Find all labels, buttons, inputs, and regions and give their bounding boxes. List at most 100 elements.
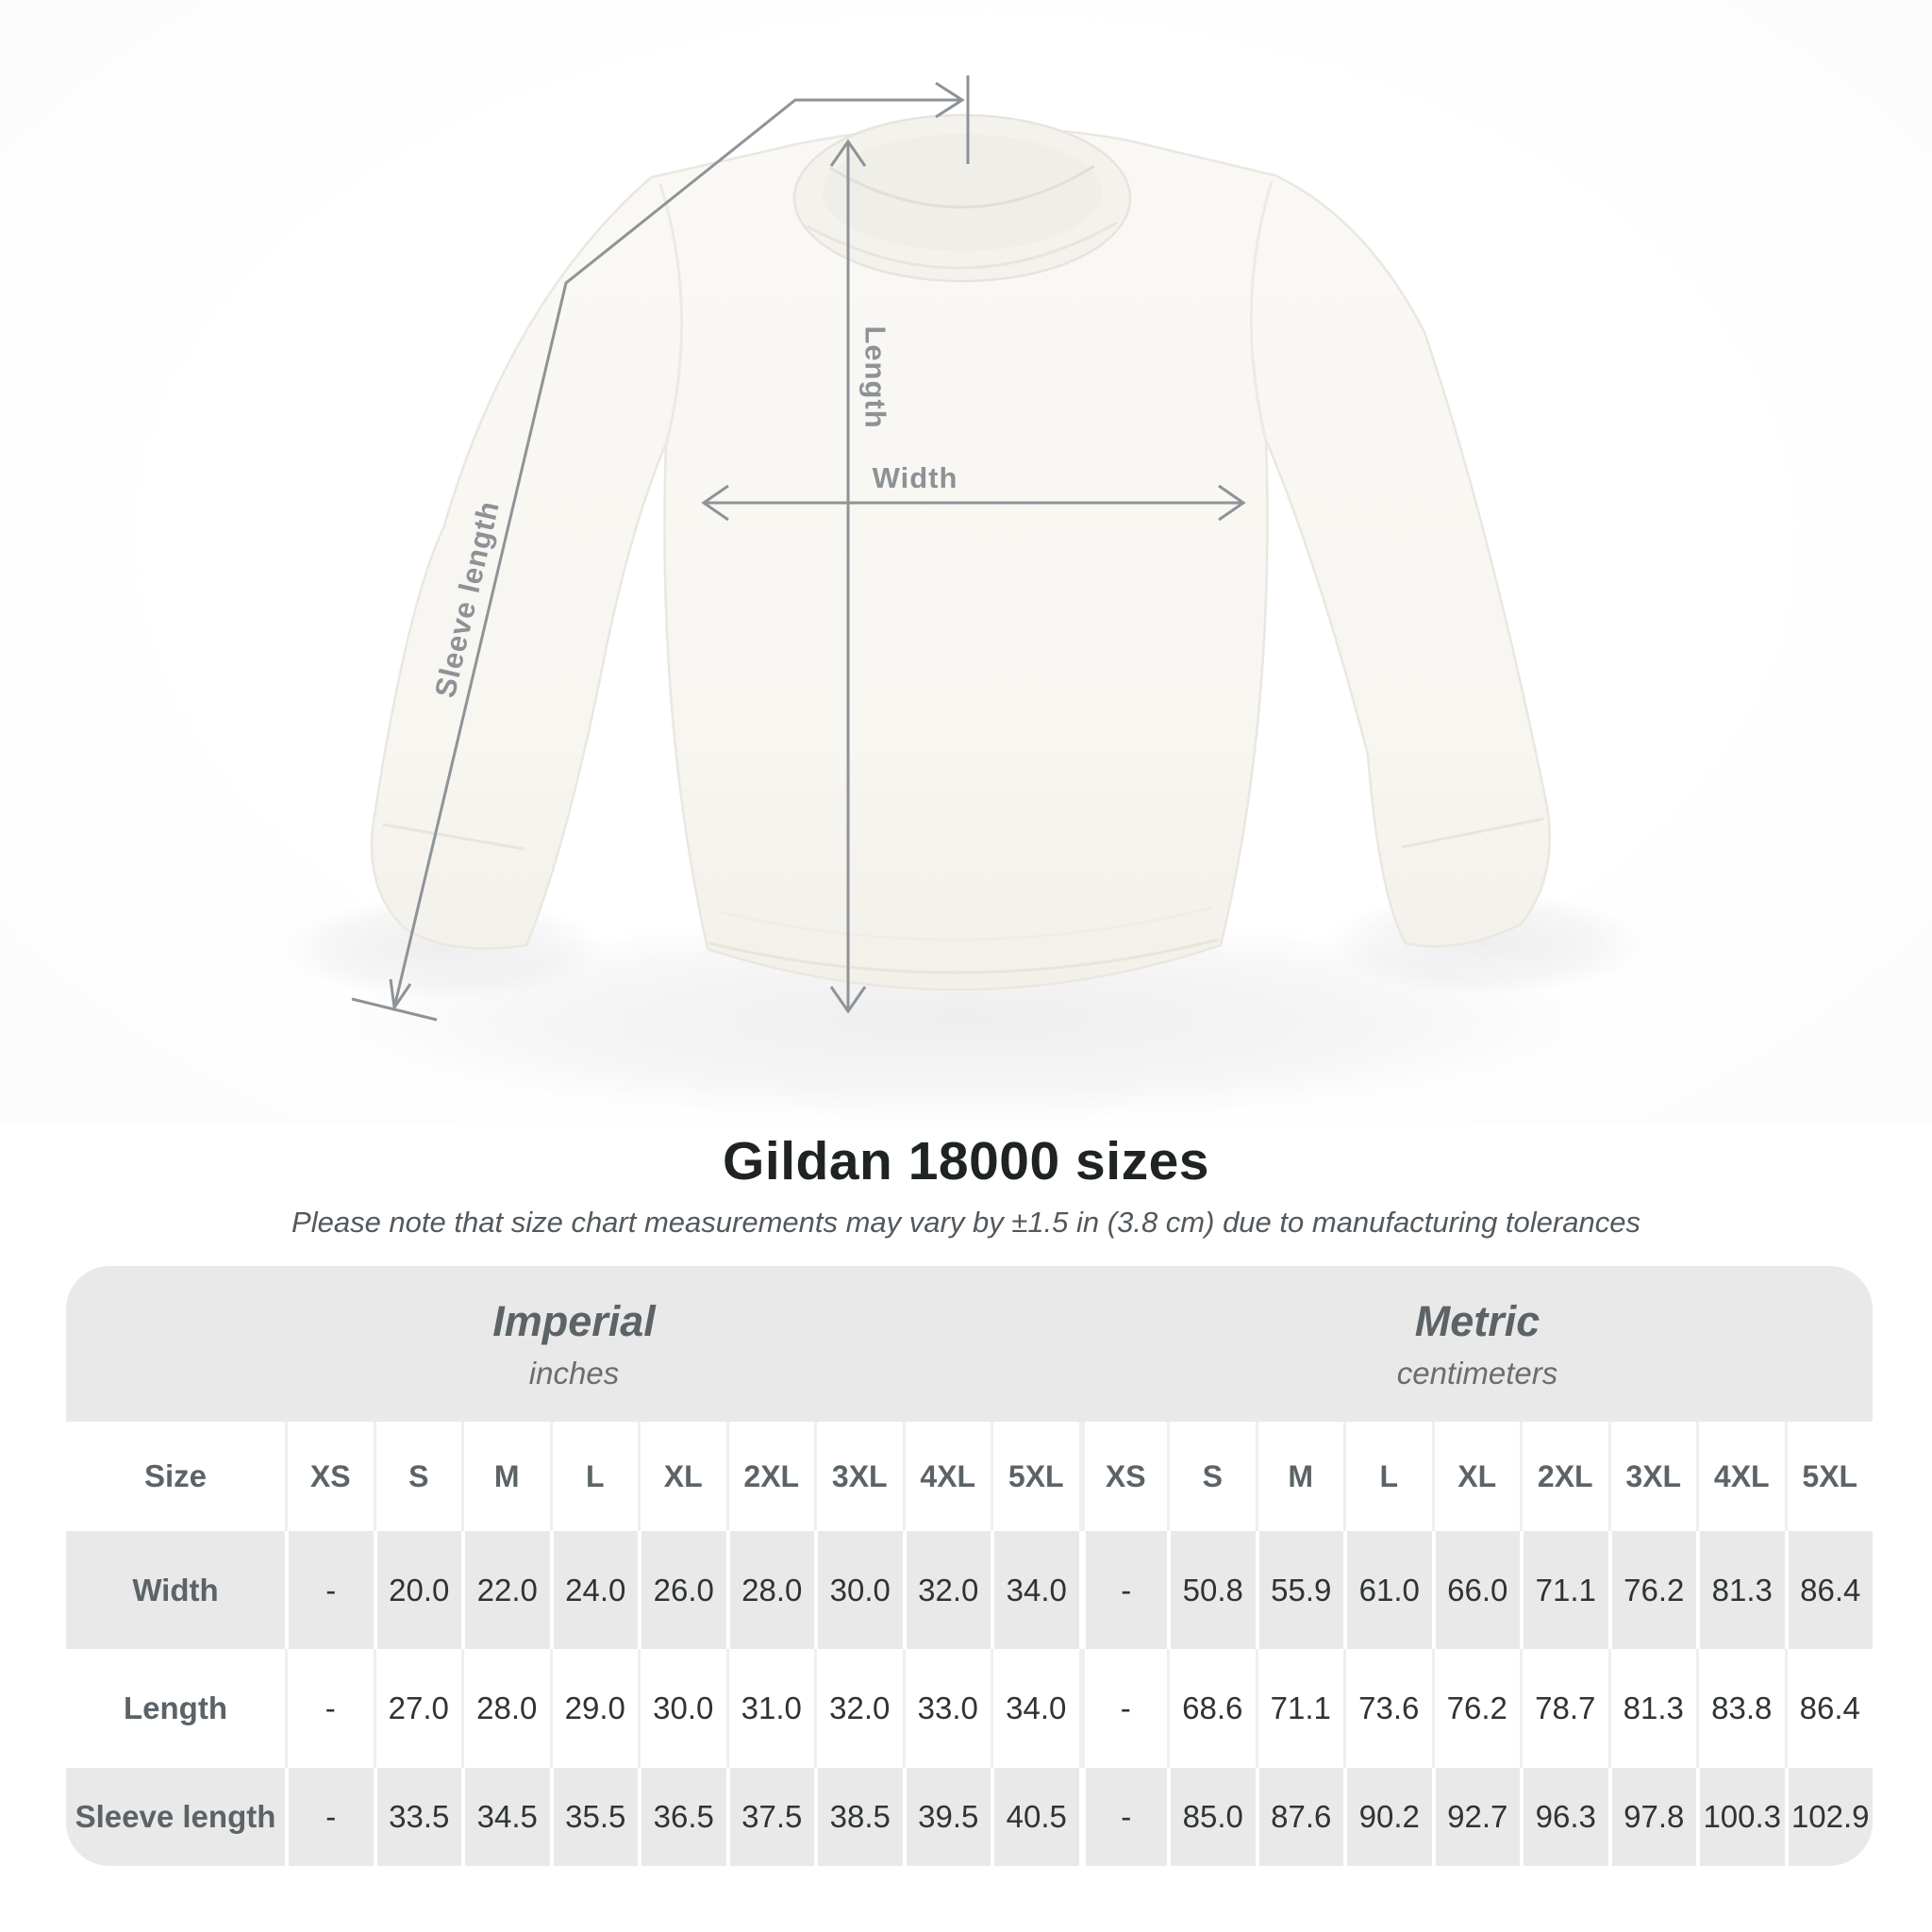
garment-shadow [283,891,1646,1123]
table-cell-imperial-3xl: 38.5 [814,1768,903,1866]
length-dimension-label: Length [859,325,892,428]
table-cell-imperial-s: 27.0 [373,1649,461,1768]
table-cell-metric-xl: 66.0 [1431,1531,1520,1649]
column-header-imperial-l: L [549,1422,638,1531]
table-cell-metric-4xl: 100.3 [1696,1768,1785,1866]
table-cell-metric-m: 87.6 [1255,1768,1343,1866]
column-header-metric-xl: XL [1431,1422,1520,1531]
table-cell-metric-3xl: 97.8 [1607,1768,1696,1866]
table-cell-imperial-2xl: 37.5 [725,1768,814,1866]
dimension-annotations [351,75,1246,1022]
sleeve-length-dimension-arrow [351,75,970,1022]
size-column-header: Size [66,1422,285,1531]
page-title: Gildan 18000 sizes [723,1131,1209,1191]
column-header-metric-3xl: 3XL [1607,1422,1696,1531]
table-cell-metric-xs: - [1078,1768,1167,1866]
measurements-table: Size XS S M L XL 2XL 3XL 4XL 5XL XS S M L XL 2XL 3XL 4XL 5… [66,1422,1873,1866]
metric-group: Metric centimeters [1082,1266,1873,1422]
table-cell-metric-4xl: 81.3 [1696,1531,1785,1649]
table-cell-imperial-s: 33.5 [373,1768,461,1866]
table-cell-metric-5xl: 86.4 [1784,1649,1873,1768]
column-header-metric-2xl: 2XL [1520,1422,1608,1531]
width-dimension-label: Width [873,461,958,494]
column-header-imperial-m: M [461,1422,550,1531]
table-cell-imperial-4xl: 32.0 [902,1531,991,1649]
column-header-imperial-5xl: 5XL [991,1422,1079,1531]
imperial-unit-label: inches [528,1355,620,1391]
table-cell-imperial-l: 29.0 [549,1649,638,1768]
column-header-imperial-s: S [373,1422,461,1531]
table-cell-metric-xl: 92.7 [1431,1768,1520,1866]
table-cell-metric-3xl: 76.2 [1607,1531,1696,1649]
table-cell-metric-l: 90.2 [1343,1768,1432,1866]
column-header-metric-5xl: 5XL [1784,1422,1873,1531]
column-header-metric-4xl: 4XL [1696,1422,1785,1531]
table-cell-imperial-3xl: 32.0 [814,1649,903,1768]
size-header-row: Size XS S M L XL 2XL 3XL 4XL 5XL XS S M L XL 2XL 3XL 4XL 5… [66,1422,1873,1531]
metric-unit-label: centimeters [1396,1355,1558,1391]
table-cell-imperial-4xl: 33.0 [902,1649,991,1768]
sweatshirt-measurement-diagram: Length Width Sleeve length [0,0,1932,1123]
table-cell-imperial-xl: 36.5 [638,1768,726,1866]
metric-group-label: Metric [1414,1296,1541,1345]
table-cell-metric-2xl: 78.7 [1520,1649,1608,1768]
table-cell-imperial-xs: - [285,1768,374,1866]
table-cell-metric-xs: - [1078,1531,1167,1649]
table-row-width: Width -20.0 22.0 24.0 26.0 28.0 30.0 32.0 34.0-5… [66,1531,1873,1649]
column-header-metric-m: M [1255,1422,1343,1531]
imperial-group-label: Imperial [492,1296,656,1345]
length-dimension-arrow [829,139,867,1014]
table-cell-imperial-m: 28.0 [461,1649,550,1768]
table-cell-metric-4xl: 83.8 [1696,1649,1785,1768]
table-cell-metric-xs: - [1078,1649,1167,1768]
table-row-sleeve-length: Sleeve length -33.5 34.5 35.5 36.5 37.5 38.5 39… [66,1768,1873,1866]
column-header-imperial-3xl: 3XL [814,1422,903,1531]
sweatshirt-garment [370,113,1551,991]
table-cell-metric-m: 55.9 [1255,1531,1343,1649]
table-cell-imperial-3xl: 30.0 [814,1531,903,1649]
table-cell-metric-3xl: 81.3 [1607,1649,1696,1768]
table-cell-imperial-4xl: 39.5 [902,1768,991,1866]
table-cell-imperial-5xl: 40.5 [991,1768,1079,1866]
column-header-imperial-xl: XL [638,1422,726,1531]
table-cell-metric-s: 85.0 [1167,1768,1256,1866]
column-header-metric-l: L [1343,1422,1432,1531]
table-row-length: Length -27.0 28.0 29.0 30.0 31.0 32.0 33.0 34.0-… [66,1649,1873,1768]
size-chart-table: Imperial inches Metric centimeters Size X… [66,1266,1873,1866]
table-cell-imperial-2xl: 31.0 [725,1649,814,1768]
row-label: Length [66,1649,285,1768]
row-label: Width [66,1531,285,1649]
table-cell-metric-l: 61.0 [1343,1531,1432,1649]
table-cell-imperial-s: 20.0 [373,1531,461,1649]
imperial-group: Imperial inches [66,1266,1082,1422]
row-label: Sleeve length [66,1768,285,1866]
column-header-metric-s: S [1167,1422,1256,1531]
table-cell-imperial-xl: 26.0 [638,1531,726,1649]
table-cell-imperial-xs: - [285,1531,374,1649]
table-cell-metric-2xl: 71.1 [1520,1531,1608,1649]
table-cell-imperial-5xl: 34.0 [991,1531,1079,1649]
table-cell-imperial-l: 24.0 [549,1531,638,1649]
table-cell-metric-2xl: 96.3 [1520,1768,1608,1866]
table-cell-metric-m: 71.1 [1255,1649,1343,1768]
table-cell-imperial-l: 35.5 [549,1768,638,1866]
table-cell-metric-5xl: 86.4 [1784,1531,1873,1649]
table-cell-metric-s: 68.6 [1167,1649,1256,1768]
table-cell-metric-l: 73.6 [1343,1649,1432,1768]
table-cell-imperial-2xl: 28.0 [725,1531,814,1649]
sweatshirt-photo: Length Width Sleeve length [283,75,1646,1123]
table-cell-metric-xl: 76.2 [1431,1649,1520,1768]
table-cell-imperial-m: 22.0 [461,1531,550,1649]
tolerance-note: Please note that size chart measurements… [291,1206,1641,1239]
table-cell-imperial-xs: - [285,1649,374,1768]
table-cell-metric-5xl: 102.9 [1784,1768,1873,1866]
column-header-imperial-4xl: 4XL [902,1422,991,1531]
column-header-imperial-2xl: 2XL [725,1422,814,1531]
table-cell-imperial-5xl: 34.0 [991,1649,1079,1768]
unit-group-header: Imperial inches Metric centimeters [66,1266,1873,1422]
width-dimension-arrow [701,484,1246,522]
column-header-imperial-xs: XS [285,1422,374,1531]
column-header-metric-xs: XS [1078,1422,1167,1531]
table-cell-metric-s: 50.8 [1167,1531,1256,1649]
